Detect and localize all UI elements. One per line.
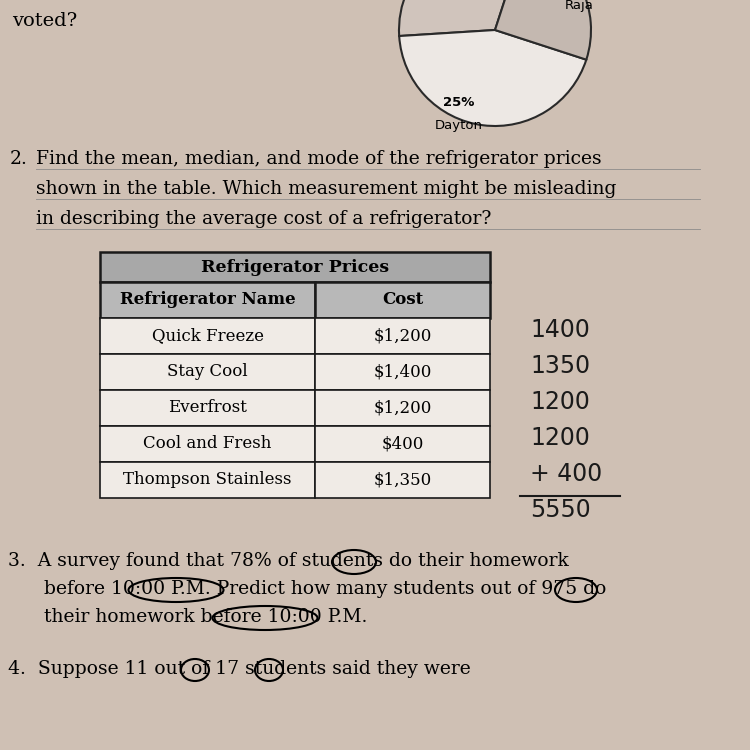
Wedge shape	[399, 0, 525, 36]
Text: in describing the average cost of a refrigerator?: in describing the average cost of a refr…	[36, 210, 491, 228]
Text: Quick Freeze: Quick Freeze	[152, 328, 263, 344]
Text: their homework before 10:00 P.M.: their homework before 10:00 P.M.	[8, 608, 368, 626]
Bar	[100, 390, 315, 426]
Bar	[315, 462, 490, 498]
Text: Thompson Stainless: Thompson Stainless	[123, 472, 292, 488]
Text: Cost: Cost	[382, 292, 423, 308]
Text: Find the mean, median, and mode of the refrigerator prices: Find the mean, median, and mode of the r…	[36, 150, 602, 168]
Text: Stay Cool: Stay Cool	[167, 364, 248, 380]
Text: Cool and Fresh: Cool and Fresh	[143, 436, 272, 452]
Text: 3.  A survey found that 78% of students do their homework: 3. A survey found that 78% of students d…	[8, 552, 568, 570]
Wedge shape	[399, 30, 586, 126]
Text: $400: $400	[381, 436, 424, 452]
Text: shown in the table. Which measurement might be misleading: shown in the table. Which measurement mi…	[36, 180, 616, 198]
Text: Dayton: Dayton	[435, 119, 483, 133]
Text: voted?: voted?	[12, 12, 77, 30]
Bar	[100, 462, 315, 498]
Bar	[315, 390, 490, 426]
Text: 1200: 1200	[530, 426, 590, 450]
Bar	[315, 426, 490, 462]
Text: $1,200: $1,200	[374, 328, 432, 344]
Bar	[315, 318, 490, 354]
Text: 1350: 1350	[530, 354, 590, 378]
Bar	[100, 354, 315, 390]
Text: 5550: 5550	[530, 498, 591, 522]
Text: $1,400: $1,400	[374, 364, 432, 380]
Wedge shape	[495, 0, 591, 60]
Bar	[315, 282, 490, 318]
Text: $1,350: $1,350	[374, 472, 432, 488]
Text: 1200: 1200	[530, 390, 590, 414]
Text: 2.: 2.	[10, 150, 28, 168]
Text: Refrigerator Name: Refrigerator Name	[120, 292, 296, 308]
Text: Raja: Raja	[565, 0, 593, 13]
Bar	[315, 354, 490, 390]
Bar	[100, 282, 315, 318]
Text: $1,200: $1,200	[374, 400, 432, 416]
Bar	[100, 426, 315, 462]
Text: Refrigerator Prices: Refrigerator Prices	[201, 259, 389, 275]
Text: 4.  Suppose 11 out of 17 students said they were: 4. Suppose 11 out of 17 students said th…	[8, 660, 471, 678]
Bar	[100, 318, 315, 354]
Bar	[100, 252, 490, 282]
Text: 1400: 1400	[530, 318, 590, 342]
Text: Everfrost: Everfrost	[168, 400, 247, 416]
Text: before 10:00 P.M. Predict how many students out of 975 do: before 10:00 P.M. Predict how many stude…	[8, 580, 606, 598]
Text: + 400: + 400	[530, 462, 602, 486]
Text: 25%: 25%	[443, 95, 475, 109]
